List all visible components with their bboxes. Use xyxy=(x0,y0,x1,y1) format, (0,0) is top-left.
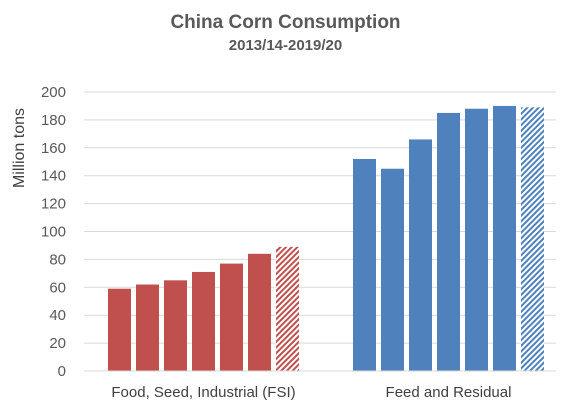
y-tick-label: 60 xyxy=(49,279,66,296)
y-axis-ticks: 0 20 40 60 80 100 120 140 160 180 200 xyxy=(41,84,66,380)
x-axis-labels: Food, Seed, Industrial (FSI) Feed and Res… xyxy=(111,384,511,401)
bar xyxy=(465,108,488,372)
bar xyxy=(493,105,516,371)
y-tick-label: 40 xyxy=(49,307,66,324)
x-category-label: Feed and Residual xyxy=(386,384,512,401)
y-tick-label: 0 xyxy=(58,363,66,380)
bar xyxy=(353,158,376,371)
bar xyxy=(276,246,299,371)
chart-subtitle: 2013/14-2019/20 xyxy=(228,37,343,54)
bar xyxy=(381,168,404,371)
bar xyxy=(437,112,460,372)
bar xyxy=(108,288,131,371)
y-tick-label: 160 xyxy=(41,140,66,157)
y-tick-label: 140 xyxy=(41,168,66,185)
bar xyxy=(248,253,271,371)
y-tick-label: 80 xyxy=(49,251,66,268)
y-tick-label: 120 xyxy=(41,196,66,213)
y-tick-label: 100 xyxy=(41,224,66,241)
bar xyxy=(192,271,215,371)
bar xyxy=(136,284,159,371)
bar xyxy=(220,263,243,371)
y-tick-label: 200 xyxy=(41,84,66,101)
x-category-label: Food, Seed, Industrial (FSI) xyxy=(111,384,295,401)
bar xyxy=(164,280,187,371)
bars xyxy=(108,105,544,372)
y-tick-label: 20 xyxy=(49,335,66,352)
chart-title: China Corn Consumption xyxy=(170,12,401,33)
bar xyxy=(521,107,544,371)
y-axis-label: Million tons xyxy=(11,108,28,188)
bar xyxy=(409,139,432,371)
y-tick-label: 180 xyxy=(41,112,66,129)
